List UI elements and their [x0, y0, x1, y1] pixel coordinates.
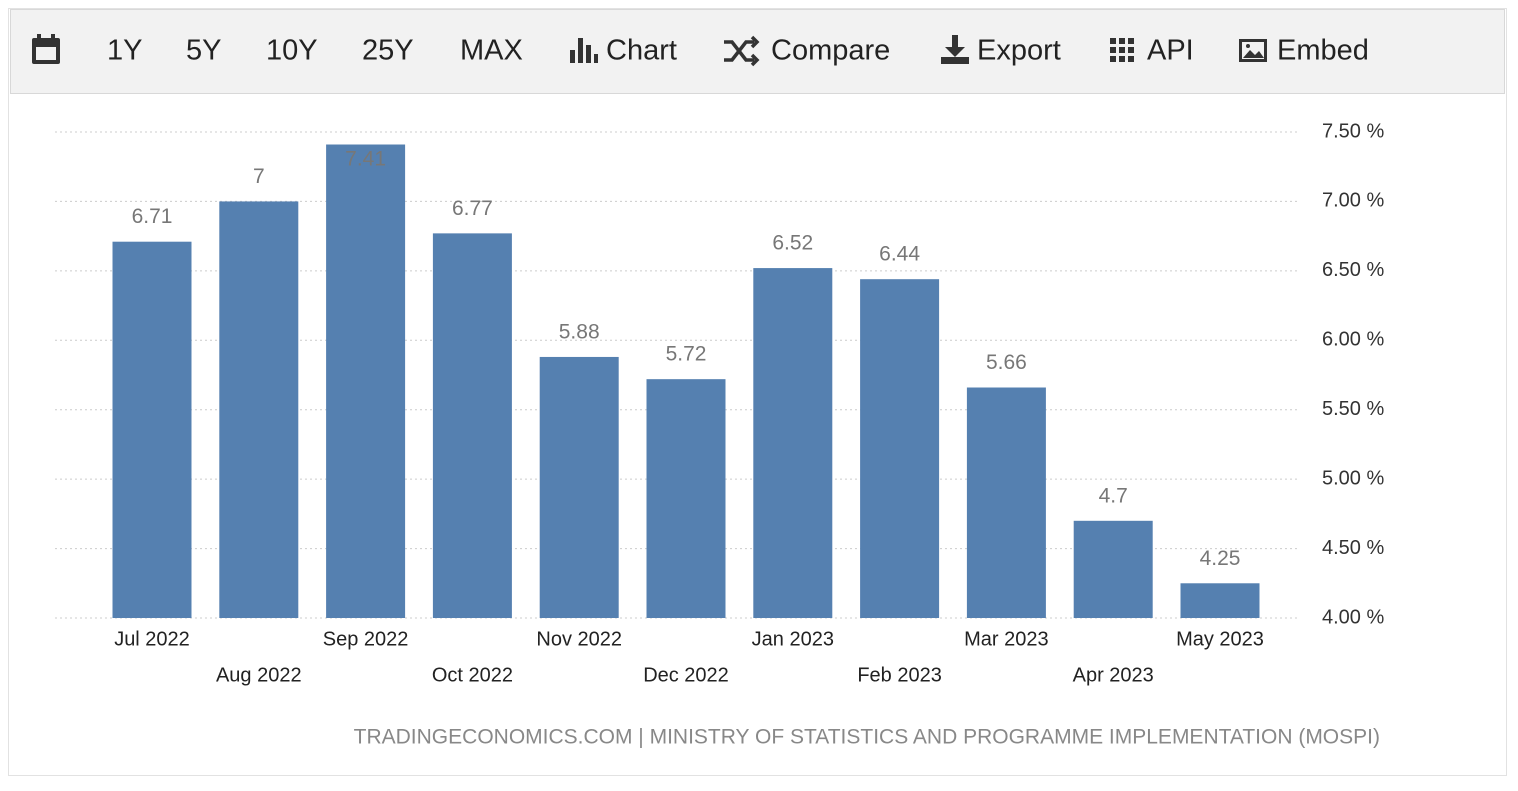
x-tick-label: Nov 2022	[536, 628, 622, 650]
value-label: 5.66	[986, 351, 1027, 374]
value-label: 7	[253, 165, 265, 188]
y-tick-label: 7.00 %	[1322, 190, 1384, 212]
x-tick-label: Jan 2023	[752, 628, 834, 650]
embed-icon[interactable]	[1239, 39, 1267, 62]
bar	[646, 379, 726, 618]
chart-icon[interactable]	[570, 38, 598, 63]
range-button[interactable]: 5Y	[186, 35, 221, 67]
value-label: 5.72	[666, 343, 707, 366]
x-tick-label: Feb 2023	[857, 664, 942, 686]
range-button[interactable]: MAX	[460, 35, 523, 67]
action-button[interactable]: Export	[977, 35, 1061, 67]
y-tick-label: 6.50 %	[1322, 259, 1384, 281]
export-icon[interactable]	[941, 35, 969, 64]
calendar-icon[interactable]	[32, 34, 60, 64]
compare-icon[interactable]	[724, 35, 760, 67]
y-tick-label: 6.00 %	[1322, 329, 1384, 351]
x-tick-label: May 2023	[1176, 628, 1264, 650]
api-icon[interactable]	[1110, 38, 1134, 62]
bar	[432, 233, 512, 618]
x-tick-label: Dec 2022	[643, 664, 729, 686]
plot: 4.00 % 4.50 % 5.00 % 5.50 % 6.00 % 6.50 % 7.00…	[55, 120, 1384, 686]
toolbar-items: 1Y 5Y 10Y 25Y MAX Chart Compare Export API Embed	[107, 35, 1369, 67]
bar	[112, 241, 192, 618]
y-tick-label: 4.00 %	[1322, 606, 1384, 628]
value-label: 7.41	[345, 148, 386, 171]
action-button[interactable]: Chart	[606, 35, 677, 67]
x-tick-label: Aug 2022	[216, 664, 302, 686]
x-tick-label: Oct 2022	[432, 664, 513, 686]
x-tick-label: Sep 2022	[323, 628, 409, 650]
y-tick-label: 5.00 %	[1322, 467, 1384, 489]
bar	[539, 356, 619, 618]
value-label: 4.25	[1200, 547, 1241, 570]
value-label: 6.44	[879, 243, 920, 266]
source: TRADINGECONOMICS.COM | MINISTRY OF STATI…	[354, 726, 1380, 749]
bar	[860, 279, 940, 618]
y-tick-label: 4.50 %	[1322, 537, 1384, 559]
value-label: 6.77	[452, 197, 493, 220]
bar	[753, 268, 833, 618]
y-tick-label: 7.50 %	[1322, 120, 1384, 142]
y-tick-label: 5.50 %	[1322, 398, 1384, 420]
action-button[interactable]: Compare	[771, 35, 890, 67]
bar	[1180, 583, 1260, 618]
value-label: 4.7	[1099, 484, 1128, 507]
range-button[interactable]: 10Y	[266, 35, 318, 67]
bar	[1073, 520, 1153, 618]
bar	[326, 144, 406, 619]
action-button[interactable]: Embed	[1277, 35, 1369, 67]
range-button[interactable]: 25Y	[362, 35, 414, 67]
value-label: 6.52	[772, 232, 813, 255]
x-tick-label: Mar 2023	[964, 628, 1049, 650]
value-label: 6.71	[132, 205, 173, 228]
range-button[interactable]: 1Y	[107, 35, 142, 67]
action-button[interactable]: API	[1147, 35, 1194, 67]
x-tick-label: Jul 2022	[114, 628, 190, 650]
value-label: 5.88	[559, 320, 600, 343]
x-tick-label: Apr 2023	[1073, 664, 1154, 686]
bar	[966, 387, 1046, 618]
bar	[219, 201, 299, 618]
